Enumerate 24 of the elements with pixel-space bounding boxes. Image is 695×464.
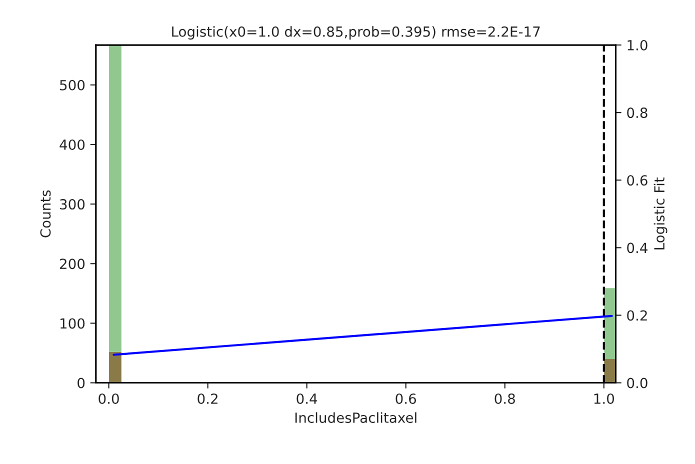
bar xyxy=(109,352,122,383)
x-tick-label: 0.6 xyxy=(396,393,416,404)
y-tick-label: 200 xyxy=(60,258,85,270)
y2-tick-label: 0.4 xyxy=(627,242,648,254)
y2-axis-title: Logistic Fit xyxy=(654,177,668,250)
x-tick-label: 0.0 xyxy=(98,393,119,404)
y-axis-title: Counts xyxy=(40,190,51,238)
y-tick-label: 300 xyxy=(60,199,85,210)
x-tick-label: 1.0 xyxy=(594,393,614,404)
y-tick-label: 400 xyxy=(60,139,85,150)
y-tick-label: 0 xyxy=(78,378,85,388)
x-tick-label: 0.4 xyxy=(296,393,318,404)
y2-tick-label: 0.2 xyxy=(627,310,647,321)
y2-tick-label: 0.6 xyxy=(627,175,648,186)
y-tick-label: 500 xyxy=(60,80,85,90)
x-axis-title: IncludesPaclitaxel xyxy=(295,412,416,423)
x-tick-label: 0.2 xyxy=(198,393,218,404)
x-tick-label: 0.8 xyxy=(494,393,515,404)
bar xyxy=(109,45,122,352)
chart-title: Logistic(x0=1.0 dx=0.85,prob=0.395) rmse=2.2E-17 xyxy=(172,26,540,40)
y-tick-label: 100 xyxy=(60,318,85,329)
y2-tick-label: 0.0 xyxy=(627,378,648,388)
y2-tick-label: 0.8 xyxy=(627,108,648,118)
y2-tick-label: 1.0 xyxy=(628,40,648,50)
